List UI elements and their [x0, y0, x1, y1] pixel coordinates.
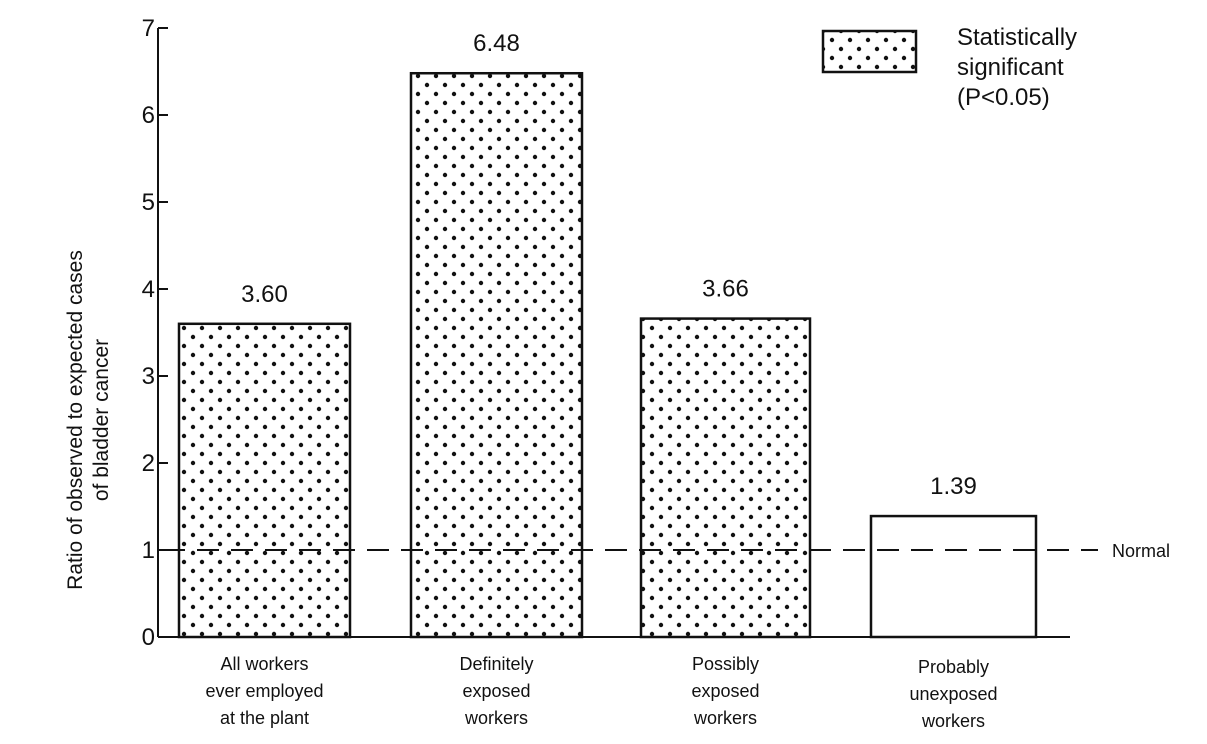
bar-value-label: 3.60 [241, 281, 288, 308]
y-tick-label: 7 [142, 15, 155, 42]
y-tick-label: 0 [142, 624, 155, 651]
bar-value-label: 3.66 [702, 276, 749, 303]
legend-label: Statistically [957, 24, 1077, 51]
bars [177, 71, 1038, 639]
bar-value-label: 6.48 [473, 30, 520, 57]
legend-swatch [821, 29, 918, 74]
x-category-label: exposed [691, 681, 759, 701]
bar [177, 322, 352, 639]
y-tick-label: 3 [142, 363, 155, 390]
x-category-label: exposed [462, 681, 530, 701]
value-labels: 3.60 6.48 3.66 1.39 [241, 30, 977, 500]
y-tick-label: 1 [142, 537, 155, 564]
normal-reference-label: Normal [1112, 541, 1170, 561]
legend-label: significant [957, 54, 1064, 81]
x-category-label: Probably [918, 657, 989, 677]
y-axis-label-line: Ratio of observed to expected cases [64, 250, 87, 590]
x-category-label: ever employed [205, 681, 323, 701]
legend-label: (P<0.05) [957, 84, 1050, 111]
reference-line: Normal [163, 541, 1170, 561]
category-labels: All workers ever employed at the plant Defi… [205, 654, 997, 731]
y-axis: 0 1 2 3 4 5 6 7 [142, 15, 168, 651]
y-tick-label: 6 [142, 102, 155, 129]
bar [869, 514, 1038, 639]
x-category-label: unexposed [909, 684, 997, 704]
x-category-label: workers [921, 711, 985, 731]
x-category-label: at the plant [220, 708, 309, 728]
y-axis-label: Ratio of observed to expected cases of bl… [64, 250, 113, 590]
x-category-label: workers [693, 708, 757, 728]
x-category-label: Possibly [692, 654, 759, 674]
y-tick-label: 5 [142, 189, 155, 216]
x-category-label: All workers [220, 654, 308, 674]
bar [639, 317, 812, 639]
bar [409, 71, 584, 639]
x-category-label: workers [464, 708, 528, 728]
y-axis-label-line: of bladder cancer [90, 339, 113, 501]
y-tick-label: 4 [142, 276, 155, 303]
y-tick-label: 2 [142, 450, 155, 477]
legend: Statistically significant (P<0.05) [821, 24, 1077, 111]
bar-value-label: 1.39 [930, 473, 977, 500]
x-category-label: Definitely [459, 654, 533, 674]
